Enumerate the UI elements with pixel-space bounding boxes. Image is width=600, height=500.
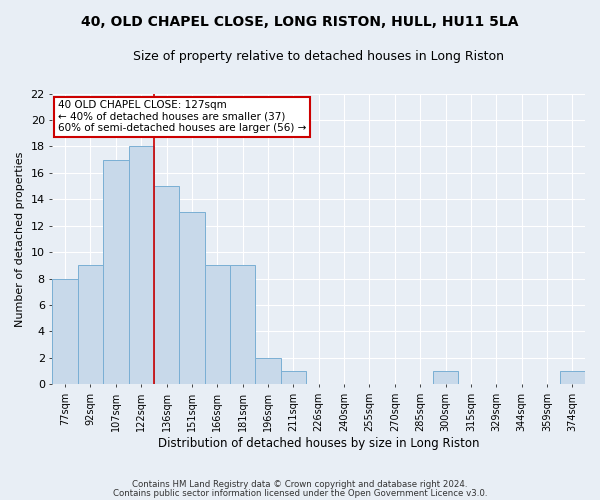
Bar [256,358,281,384]
Bar [560,371,585,384]
Bar [154,186,179,384]
Text: Contains HM Land Registry data © Crown copyright and database right 2024.: Contains HM Land Registry data © Crown c… [132,480,468,489]
Y-axis label: Number of detached properties: Number of detached properties [15,151,25,326]
Bar [78,266,103,384]
Bar [205,266,230,384]
Bar [281,371,306,384]
Text: 40, OLD CHAPEL CLOSE, LONG RISTON, HULL, HU11 5LA: 40, OLD CHAPEL CLOSE, LONG RISTON, HULL,… [81,15,519,29]
Bar [128,146,154,384]
Title: Size of property relative to detached houses in Long Riston: Size of property relative to detached ho… [133,50,504,63]
X-axis label: Distribution of detached houses by size in Long Riston: Distribution of detached houses by size … [158,437,479,450]
Text: 40 OLD CHAPEL CLOSE: 127sqm
← 40% of detached houses are smaller (37)
60% of sem: 40 OLD CHAPEL CLOSE: 127sqm ← 40% of det… [58,100,306,134]
Bar [433,371,458,384]
Text: Contains public sector information licensed under the Open Government Licence v3: Contains public sector information licen… [113,489,487,498]
Bar [179,212,205,384]
Bar [52,278,78,384]
Bar [103,160,128,384]
Bar [230,266,256,384]
